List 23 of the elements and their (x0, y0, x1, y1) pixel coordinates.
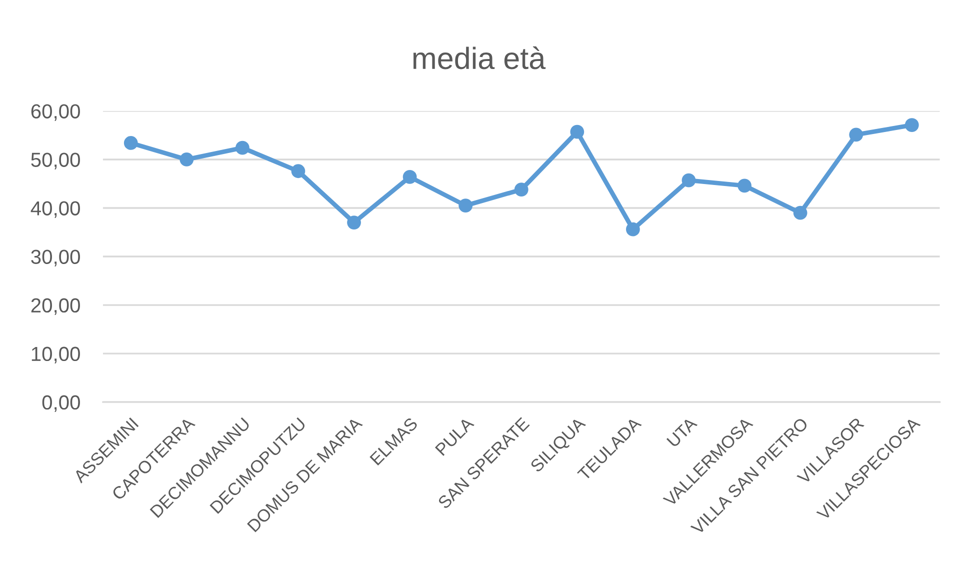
y-tick-label: 10,00 (32, 346, 80, 364)
point (347, 216, 361, 230)
point (738, 178, 752, 193)
point (291, 164, 306, 178)
point (458, 198, 473, 213)
chart-title: media età (413, 46, 546, 70)
point (180, 152, 194, 166)
point (124, 136, 138, 150)
point (904, 118, 919, 132)
point (514, 182, 528, 197)
y-tick-label: 0,00 (42, 395, 80, 412)
point (793, 206, 808, 220)
point (402, 170, 417, 184)
point (235, 140, 250, 155)
y-tick-label: 30,00 (31, 250, 80, 266)
point (849, 128, 864, 142)
y-tick-label: 20,00 (31, 298, 80, 315)
point (682, 173, 696, 188)
point (626, 222, 640, 236)
point (570, 124, 584, 139)
y-tick-label: 60,00 (31, 104, 80, 121)
y-tick-label: 40,00 (30, 201, 80, 218)
y-tick-label: 50,00 (31, 152, 80, 170)
